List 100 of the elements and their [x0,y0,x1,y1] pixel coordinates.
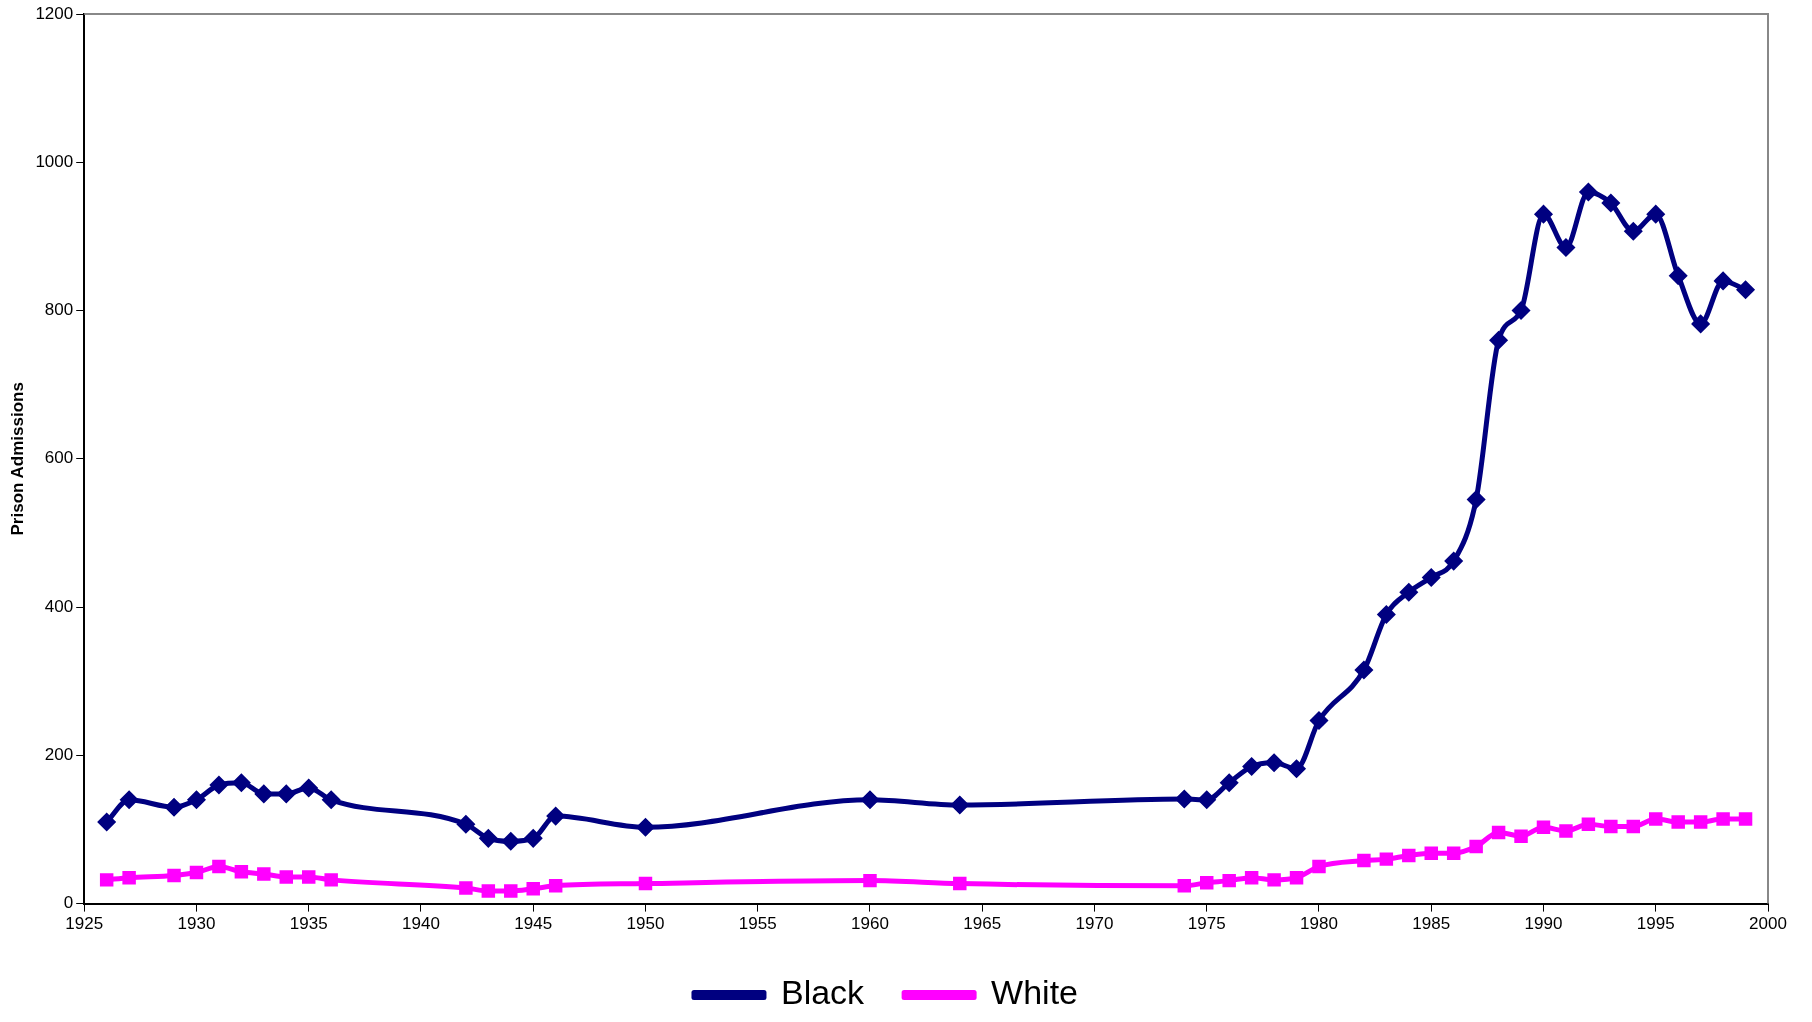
point [1267,873,1281,887]
point [1222,873,1236,888]
point [122,870,136,885]
point [1602,194,1620,212]
x-tick-label: 1965 [963,914,1002,934]
y-tick-label: 1000 [35,151,74,171]
point [1400,583,1418,601]
point [1175,790,1193,808]
point [479,829,497,847]
point [212,859,226,874]
point [301,870,316,884]
point [638,876,653,891]
point [1289,870,1304,885]
x-tick-label: 1925 [65,914,104,934]
y-tick-label: 400 [44,596,74,616]
legend-label: White [991,973,1079,1012]
point [255,785,273,803]
point [1422,568,1440,586]
point [1738,812,1753,826]
point [481,884,496,898]
legend-label: Black [780,973,866,1012]
point [300,779,318,797]
point [322,791,340,809]
point [232,774,250,792]
point [1649,812,1663,826]
point [1626,819,1641,834]
x-tick-label: 1940 [402,914,440,934]
point [863,873,877,888]
point [1512,302,1530,320]
x-tick-label: 1975 [1187,914,1226,934]
x-tick-label: 1935 [289,914,328,934]
point [1491,825,1506,840]
y-tick-label: 0 [63,893,74,913]
point [279,870,294,884]
point [1737,281,1755,299]
point [1716,812,1730,826]
point [1310,711,1328,729]
point [524,829,542,847]
point [502,832,520,850]
x-tick-label: 1985 [1412,914,1451,934]
x-tick-label: 1995 [1636,914,1675,934]
point [1669,267,1687,285]
point [1445,552,1463,570]
point [1579,183,1597,201]
point [861,791,879,809]
x-tick-label: 1990 [1524,914,1563,934]
y-tick-label: 800 [44,300,74,320]
point [1288,760,1306,778]
x-tick-label: 1980 [1300,914,1338,934]
point [1402,848,1416,863]
point [120,791,138,809]
point [324,873,338,887]
point [953,876,967,891]
point [1714,272,1732,290]
x-tick-label: 1960 [851,914,889,934]
point [1581,817,1596,832]
point [1490,331,1508,349]
x-tick-label: 2000 [1749,914,1787,934]
point [457,815,475,833]
point [1535,205,1552,223]
point [1357,853,1371,868]
point [257,867,271,881]
point [1557,239,1575,257]
point [547,807,565,825]
point [504,884,518,898]
point [1243,757,1261,775]
point [98,813,116,831]
point [1624,222,1642,240]
point [951,796,969,814]
point [99,873,114,887]
y-tick-label: 600 [44,448,74,468]
x-tick-label: 1945 [514,914,553,934]
point [1692,315,1710,333]
point [1220,774,1238,792]
point [1355,661,1373,679]
point [187,791,205,809]
x-tick-label: 1955 [738,914,777,934]
y-tick-label: 200 [44,745,74,765]
point [1198,791,1216,809]
point [1244,870,1259,885]
point [1424,846,1438,860]
point [1469,839,1483,854]
y-axis-title: Prison Admissions [7,382,27,536]
point [1647,205,1665,223]
point [1377,605,1395,623]
point [548,879,563,893]
point [189,865,204,880]
point [1312,859,1326,874]
x-tick-label: 1970 [1075,914,1114,934]
point [1265,754,1283,772]
x-tick-label: 1930 [177,914,216,934]
y-tick-label: 1200 [35,3,74,23]
point [1177,879,1192,893]
point [1514,829,1528,843]
point [1446,846,1461,860]
x-tick-label: 1950 [626,914,665,934]
point [1604,819,1618,834]
point [1467,491,1485,509]
point [1671,815,1685,829]
point [636,818,654,836]
